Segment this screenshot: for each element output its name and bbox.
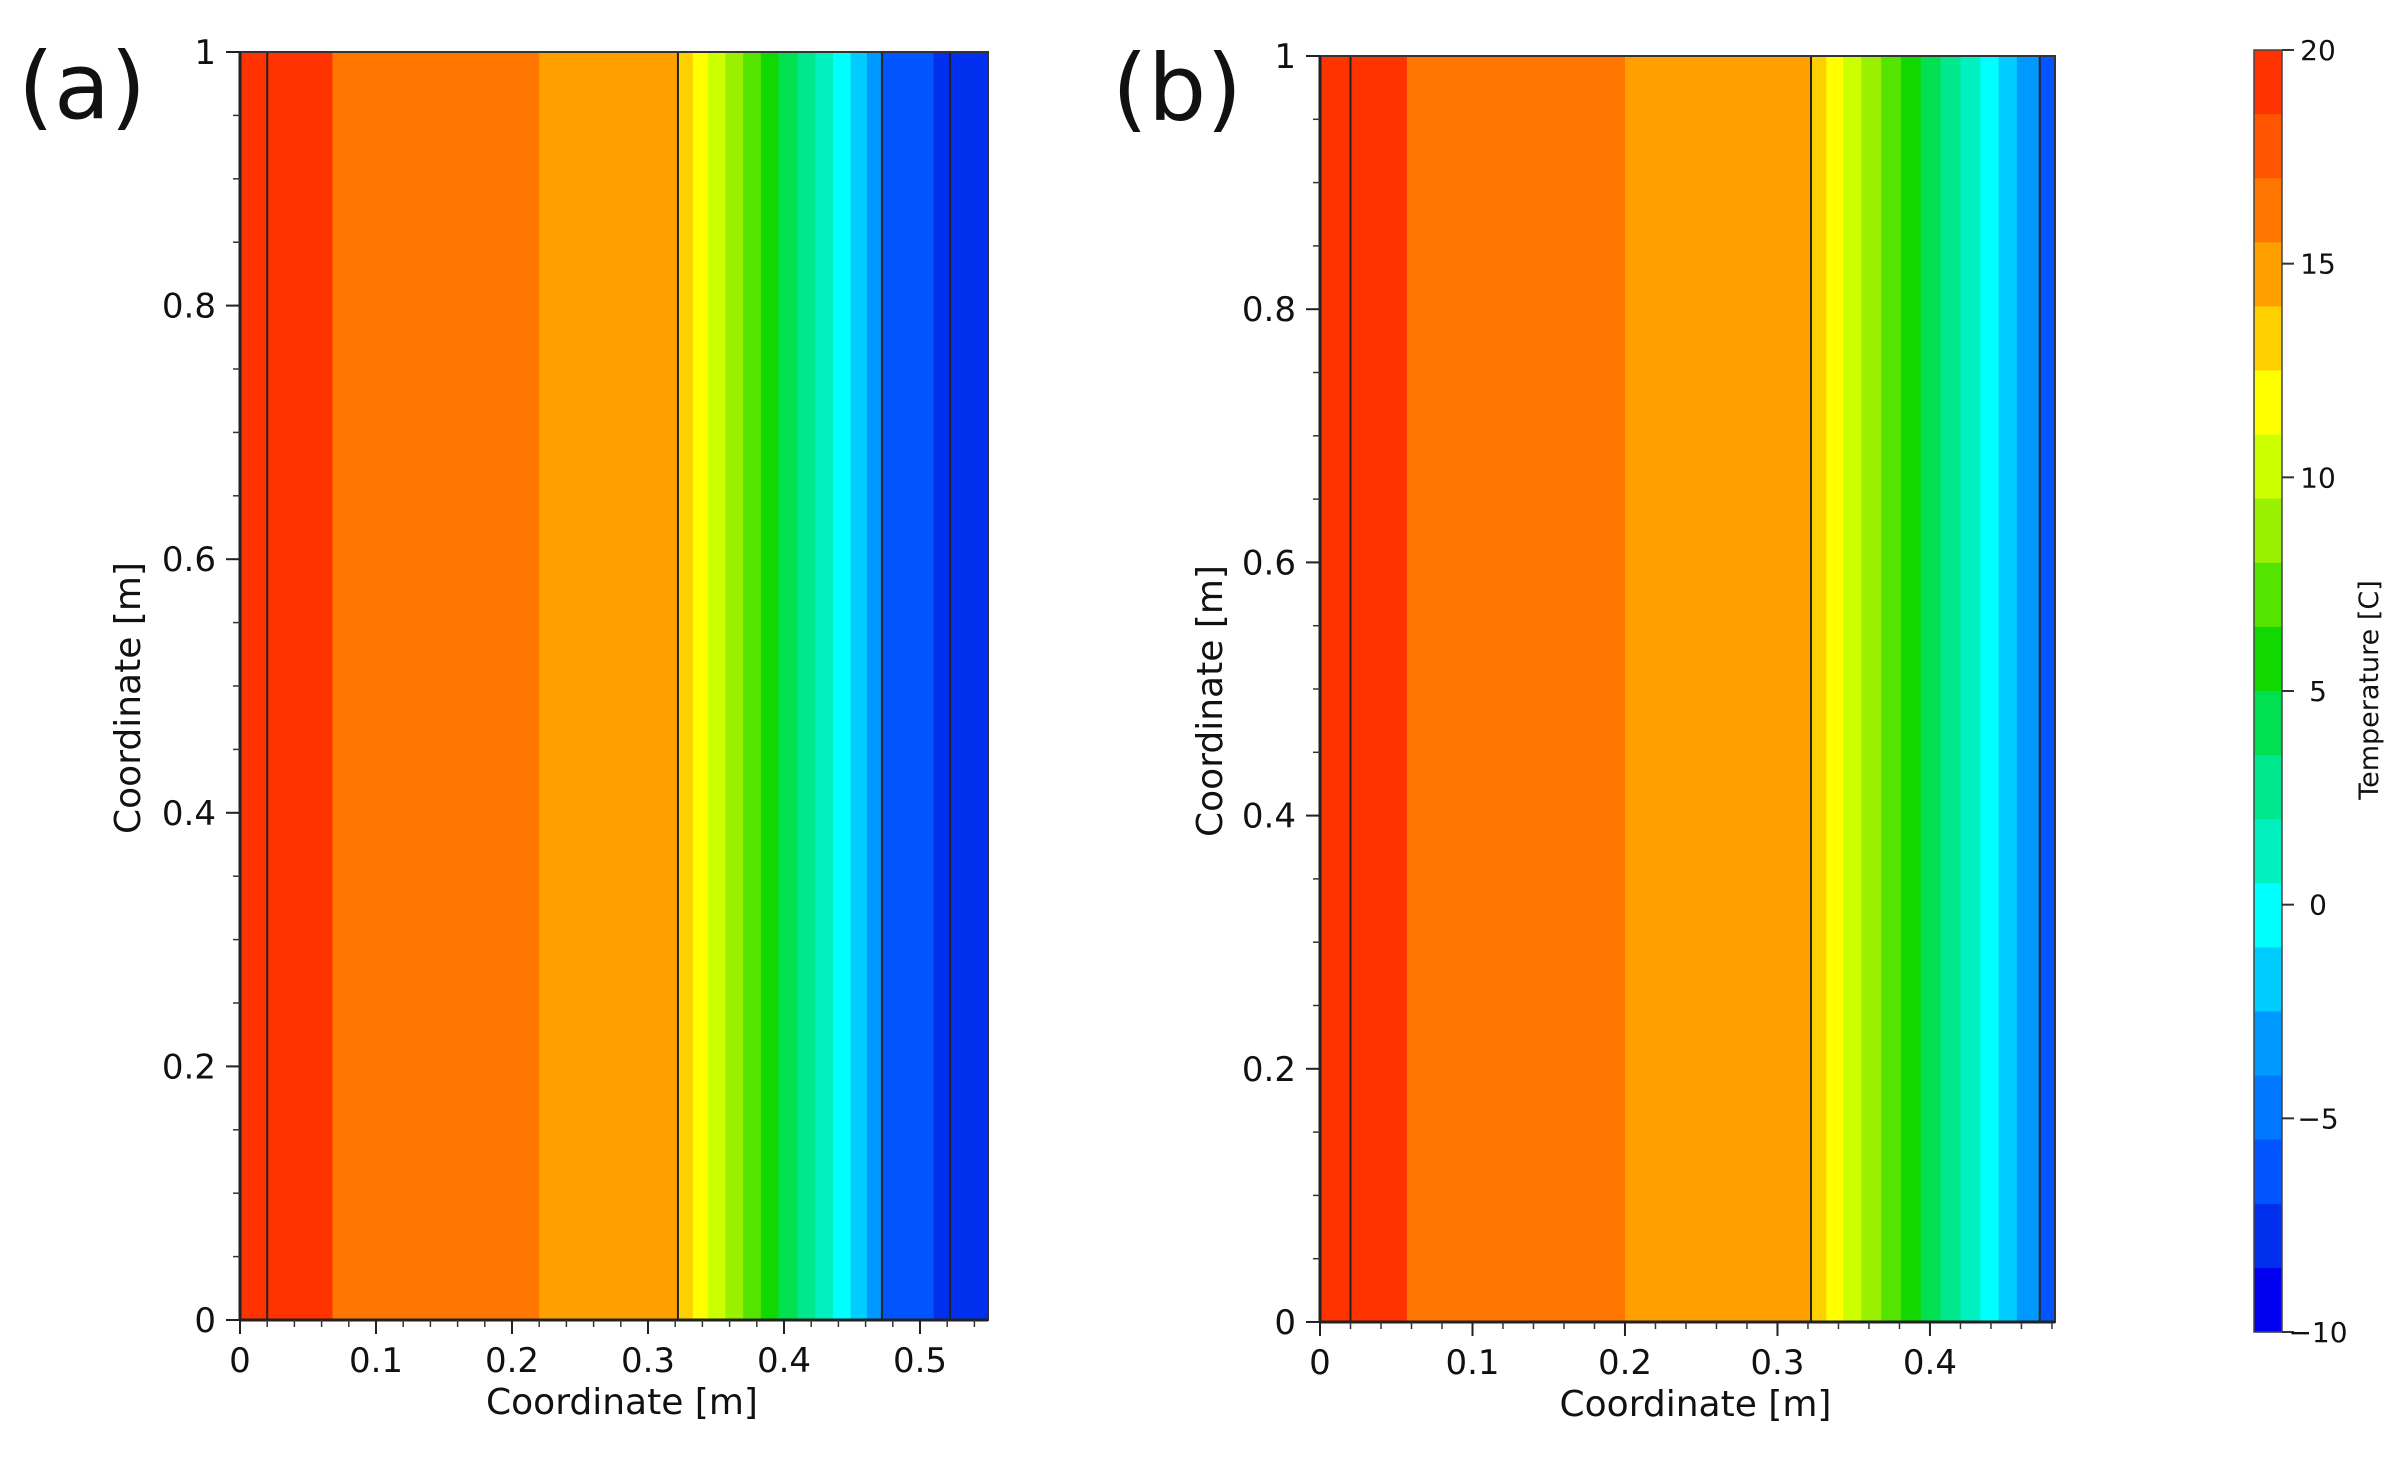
x-tick-label: 0.4 <box>1903 1343 1957 1383</box>
panel-label: (b) <box>1112 35 1242 142</box>
y-tick-label: 0 <box>1274 1303 1296 1343</box>
colorbar-segment <box>2254 434 2282 500</box>
x-tick-label: 0.1 <box>349 1341 403 1381</box>
x-tick-label: 0.1 <box>1445 1343 1499 1383</box>
y-tick-label: 0.8 <box>1242 290 1296 330</box>
x-tick-label: 0 <box>1309 1343 1331 1383</box>
temperature-band <box>1406 56 1626 1322</box>
y-tick-label: 0.2 <box>1242 1050 1296 1090</box>
y-tick-label: 0 <box>194 1301 216 1341</box>
y-tick-label: 1 <box>194 33 216 73</box>
y-tick-label: 0.2 <box>162 1047 216 1087</box>
temperature-band <box>1624 56 1812 1322</box>
temperature-band <box>1960 56 1981 1322</box>
temperature-band <box>1861 56 1882 1322</box>
y-axis-title: Coordinate [m] <box>108 562 149 834</box>
temperature-band <box>866 52 883 1320</box>
panel-a: 0 0.1 0.2 0.3 0.4 0.5 0 0.2 0.4 0.6 0.8 1 Coordinate… <box>18 33 989 1423</box>
colorbar-segment <box>2254 242 2282 307</box>
y-tick-label: 1 <box>1274 37 1296 77</box>
colorbar-segment <box>2254 498 2282 564</box>
colorbar-segment <box>2254 306 2282 372</box>
temperature-band <box>881 52 935 1320</box>
y-tick-label: 0.8 <box>162 287 216 327</box>
colorbar-segment <box>2254 50 2282 115</box>
x-tick-label: 0.3 <box>621 1341 675 1381</box>
temperature-band <box>332 52 540 1320</box>
temperature-band <box>760 52 780 1320</box>
colorbar-segment <box>2254 1075 2282 1141</box>
x-tick-label: 0.4 <box>757 1341 811 1381</box>
temperature-band <box>850 52 868 1320</box>
temperature-band <box>1811 56 1827 1322</box>
temperature-band <box>1998 56 2018 1322</box>
x-axis-title: Coordinate [m] <box>486 1382 758 1423</box>
temperature-band <box>1320 56 1408 1322</box>
temperature-band <box>743 52 762 1320</box>
panel-label: (a) <box>18 33 146 140</box>
colorbar-segment <box>2254 1203 2282 1269</box>
colorbar-tick-label: 15 <box>2300 248 2336 281</box>
temperature-band <box>1843 56 1862 1322</box>
temperature-band <box>778 52 799 1320</box>
x-tick-label: 0.5 <box>893 1341 947 1381</box>
colorbar-segment <box>2254 883 2282 948</box>
temperature-band <box>1940 56 1962 1322</box>
colorbar-segment <box>2254 178 2282 243</box>
colorbar-segment <box>2254 755 2282 820</box>
colorbar-segment <box>2254 947 2282 1013</box>
colorbar-segment <box>2254 562 2282 628</box>
colorbar-segment <box>2254 1011 2282 1077</box>
temperature-band <box>832 52 852 1320</box>
colorbar-segment <box>2254 1139 2282 1205</box>
temperature-band <box>707 52 727 1320</box>
temperature-band <box>2016 56 2041 1322</box>
colorbar-tick-label: −10 <box>2288 1316 2347 1349</box>
x-axis-title: Coordinate [m] <box>1560 1384 1832 1425</box>
x-tick-label: 0 <box>229 1341 251 1381</box>
panel-b: 0 0.1 0.2 0.3 0.4 0 0.2 0.4 0.6 0.8 1 Coordinate [m… <box>1112 35 2056 1425</box>
colorbar-tick-label: −5 <box>2297 1102 2338 1135</box>
colorbar-segment <box>2254 1267 2282 1333</box>
temperature-band <box>933 52 989 1320</box>
temperature-band <box>692 52 709 1320</box>
temperature-band <box>1980 56 2000 1322</box>
colorbar-tick-label: 10 <box>2300 461 2336 494</box>
temperature-band <box>240 52 334 1320</box>
temperature-band <box>1826 56 1844 1322</box>
colorbar-segment <box>2254 626 2282 692</box>
y-tick-label: 0.6 <box>1242 543 1296 583</box>
temperature-band <box>1920 56 1942 1322</box>
temperature-band <box>725 52 744 1320</box>
temperature-band <box>815 52 834 1320</box>
temperature-band <box>1881 56 1902 1322</box>
colorbar-segment <box>2254 691 2282 756</box>
colorbar-segment <box>2254 114 2282 179</box>
colorbar: 20 15 10 5 0 −5 −10 Temperature [C] <box>2253 34 2385 1349</box>
y-tick-label: 0.4 <box>162 794 216 834</box>
colorbar-tick-label: 5 <box>2309 675 2327 708</box>
colorbar-segment <box>2254 370 2282 436</box>
y-axis-title: Coordinate [m] <box>1190 565 1231 837</box>
x-tick-label: 0.2 <box>1598 1343 1652 1383</box>
y-tick-label: 0.4 <box>1242 797 1296 837</box>
colorbar-tick-label: 0 <box>2309 889 2327 922</box>
temperature-band <box>539 52 679 1320</box>
x-tick-label: 0.2 <box>485 1341 539 1381</box>
temperature-band <box>1900 56 1922 1322</box>
colorbar-segment <box>2254 819 2282 884</box>
x-tick-label: 0.3 <box>1750 1343 1804 1383</box>
colorbar-title: Temperature [C] <box>2354 580 2385 801</box>
temperature-band <box>677 52 694 1320</box>
colorbar-tick-label: 20 <box>2300 34 2336 67</box>
y-tick-label: 0.6 <box>162 540 216 580</box>
temperature-band <box>2039 56 2056 1322</box>
temperature-band <box>797 52 816 1320</box>
